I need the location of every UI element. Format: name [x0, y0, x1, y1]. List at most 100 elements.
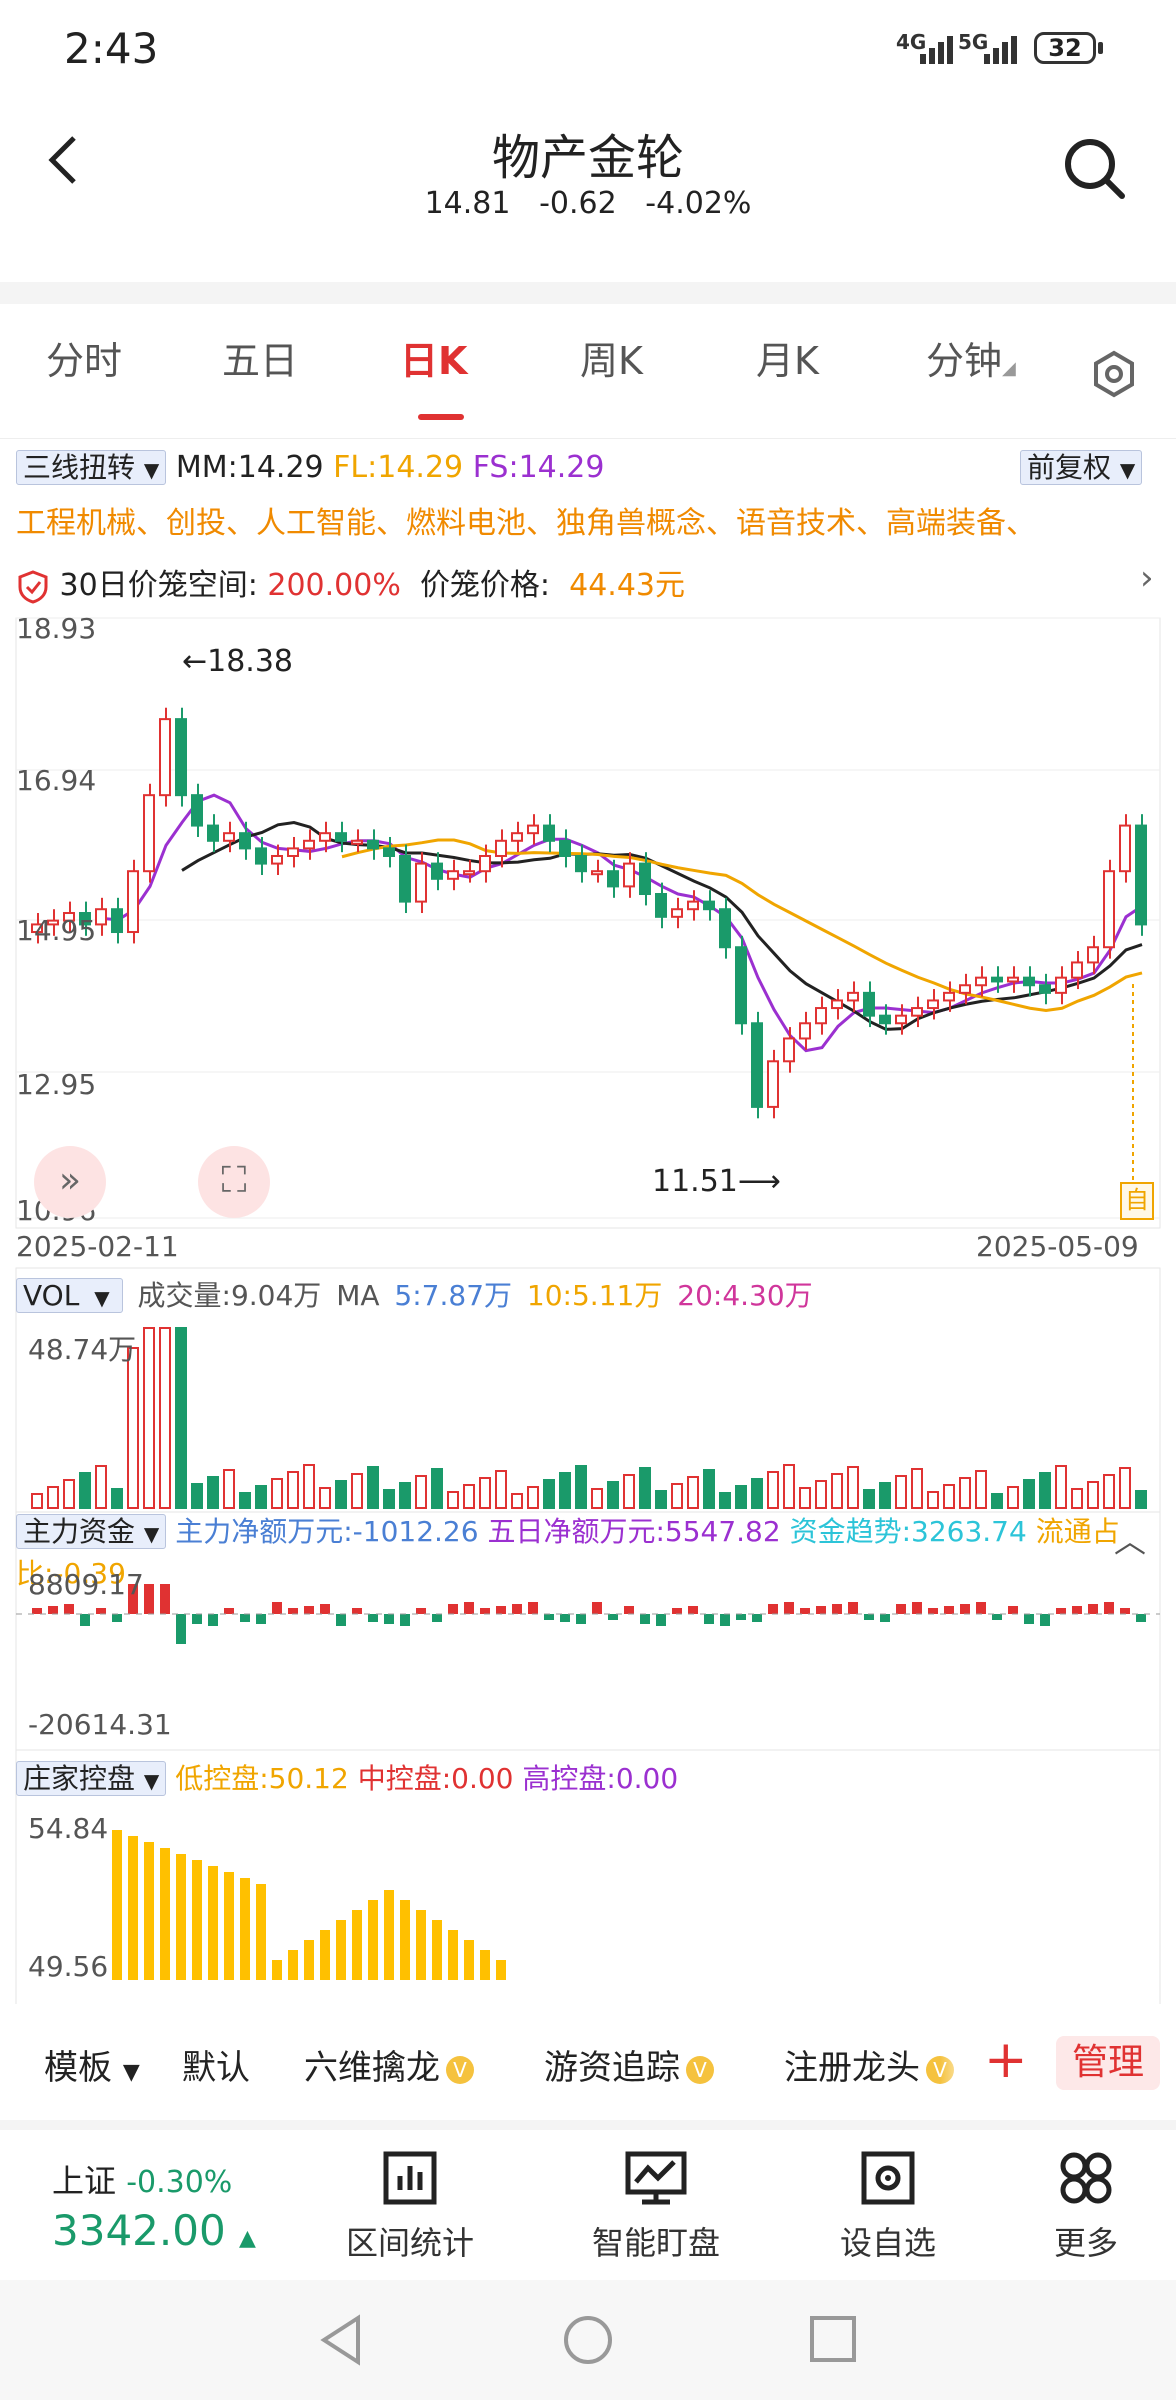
caret-down-icon: ▼: [94, 1286, 110, 1310]
gear-icon: [1094, 350, 1134, 398]
tab-monthly-k[interactable]: 月K: [756, 339, 819, 383]
volume-header: VOL ▼ 成交量:9.04万 MA 5:7.87万 10:5.11万 20:4…: [16, 1274, 819, 1314]
chevron-right-icon[interactable]: ›: [1140, 558, 1154, 598]
banker-bottom-label: 49.56: [28, 1950, 109, 1983]
expand-left-button[interactable]: »: [34, 1146, 106, 1218]
collapse-icon[interactable]: ︿: [1114, 1522, 1147, 1560]
index-value: 3342.00: [52, 2206, 226, 2255]
grid-more-icon: [1060, 2152, 1112, 2204]
nav-back-icon[interactable]: [316, 2314, 366, 2366]
add-watchlist-button[interactable]: 设自选: [798, 2148, 978, 2264]
index-name: 上证: [52, 2162, 117, 2200]
candles: [31, 707, 1147, 1119]
capital-header: 主力资金 ▼ 主力净额万元:-1012.26 五日净额万元:5547.82 资金…: [16, 1512, 1126, 1594]
network-5g-label: 5G: [958, 30, 989, 54]
tab-minute-label: 分钟: [926, 339, 1003, 383]
banker-bars: [112, 1830, 506, 1980]
capital-five-day: 五日净额万元:5547.82: [487, 1515, 781, 1548]
triangle-up-icon: ▲: [239, 2226, 256, 2251]
signal-icon: [984, 36, 1020, 64]
volume-ma5: 5:7.87万: [394, 1279, 513, 1312]
banker-selector[interactable]: 庄家控盘 ▼: [16, 1761, 167, 1796]
indicator-hot-money[interactable]: 游资追踪 V: [544, 2040, 714, 2089]
indicator-registered-leader[interactable]: 注册龙头V: [784, 2040, 954, 2089]
cage-price-value: 44.43元: [569, 568, 686, 603]
kline-y-3: 14.95: [16, 914, 97, 947]
vip-badge-icon: V: [446, 2055, 474, 2084]
indicator-hot-money-label: 游资追踪: [544, 2048, 680, 2088]
mm-value: MM:14.29: [175, 450, 324, 485]
battery-tip: [1098, 42, 1103, 54]
caret-down-icon: ▼: [122, 2060, 140, 2085]
capital-selector[interactable]: 主力资金 ▼: [16, 1514, 167, 1549]
divider: [0, 438, 1176, 439]
nav-recents-icon[interactable]: [808, 2314, 858, 2364]
caret-down-icon: ▼: [1119, 458, 1136, 482]
smart-watch-button[interactable]: 智能盯盘: [566, 2148, 746, 2264]
plus-icon: +: [984, 2030, 1028, 2090]
kline-frame: [15, 617, 1161, 1229]
stock-quote: 14.81 -0.62 -4.02%: [0, 186, 1176, 221]
fade-overlay: [940, 2024, 976, 2104]
target-icon: [861, 2151, 915, 2205]
shield-icon: [18, 569, 48, 604]
capital-trend: 资金趋势:3263.74: [789, 1515, 1027, 1548]
concept-tags[interactable]: 工程机械、创投、人工智能、燃料电池、独角兽概念、语音技术、高端装备、: [16, 506, 1036, 541]
default-template-button[interactable]: 默认: [182, 2048, 250, 2088]
add-indicator-button[interactable]: +: [984, 2030, 1028, 2090]
tab-daily-k[interactable]: 日K: [400, 339, 468, 383]
cage-label: 30日价笼空间:: [59, 568, 258, 603]
back-button[interactable]: [44, 130, 84, 205]
vip-badge-icon: V: [686, 2055, 714, 2084]
tab-weekly-k[interactable]: 周K: [580, 339, 643, 383]
bottom-nav: 上证 -0.30% 3342.00 ▲ 区间统计 智能盯盘 设自选 更多: [0, 2130, 1176, 2280]
adjust-selector[interactable]: 前复权 ▼: [1020, 446, 1143, 486]
active-tab-indicator: [418, 414, 464, 420]
search-button[interactable]: [1060, 134, 1130, 208]
tab-five-day[interactable]: 五日: [222, 339, 299, 383]
fl-value: FL:14.29: [333, 450, 464, 485]
fullscreen-icon: ⛶: [221, 1160, 247, 1201]
banker-header: 庄家控盘 ▼ 低控盘:50.12 中控盘:0.00 高控盘:0.00: [16, 1757, 678, 1797]
battery-icon: 32: [1034, 32, 1096, 64]
tab-minute[interactable]: 分钟◢: [926, 330, 1016, 385]
kline-y-2: 16.94: [16, 764, 97, 797]
network-4g-label: 4G: [896, 30, 927, 54]
indicator-selector[interactable]: 三线扭转 ▼: [16, 450, 167, 485]
manage-button[interactable]: 管理: [1056, 2036, 1160, 2090]
capital-ratio: 流通占比:-0.39: [16, 1515, 1120, 1590]
double-chevron-icon: »: [58, 1160, 82, 1201]
self-select-marker[interactable]: 自: [1120, 1182, 1154, 1220]
volume-selector[interactable]: VOL ▼: [16, 1278, 123, 1313]
banker-low: 低控盘:50.12: [175, 1762, 349, 1795]
fullscreen-button[interactable]: ⛶: [198, 1146, 270, 1218]
capital-bars: [16, 1584, 1160, 1644]
index-change: -0.30%: [126, 2165, 233, 2200]
indicator-six-dimension[interactable]: 六维擒龙 V: [304, 2040, 474, 2089]
status-bar: 2:43 4G 5G 32: [0, 0, 1176, 96]
status-time: 2:43: [64, 24, 159, 73]
tab-intraday[interactable]: 分时: [46, 339, 123, 383]
capital-net: 主力净额万元:-1012.26: [175, 1515, 479, 1548]
template-button[interactable]: 模板 ▼: [44, 2040, 140, 2089]
indicator-six-dimension-label: 六维擒龙: [304, 2048, 440, 2088]
chart-settings-button[interactable]: [1090, 350, 1138, 402]
nav-home-icon[interactable]: [562, 2314, 614, 2366]
price-cage-row[interactable]: 30日价笼空间: 200.00% 价笼价格: 44.43元: [16, 560, 685, 604]
range-stats-button[interactable]: 区间统计: [320, 2148, 500, 2264]
more-button[interactable]: 更多: [996, 2148, 1176, 2264]
stock-chart[interactable]: [0, 604, 1176, 2004]
banker-selector-label: 庄家控盘: [23, 1762, 136, 1795]
volume-top-label: 48.74万: [28, 1333, 137, 1366]
triangle-icon: ◢: [1002, 358, 1016, 379]
index-widget[interactable]: 上证 -0.30% 3342.00 ▲: [52, 2156, 256, 2255]
capital-bottom-label: -20614.31: [28, 1708, 172, 1741]
stock-change: -0.62: [539, 186, 617, 221]
monitor-chart-icon: [625, 2151, 687, 2205]
stock-change-pct: -4.02%: [645, 186, 752, 221]
volume-ma20: 20:4.30万: [677, 1279, 813, 1312]
volume-selector-label: VOL: [23, 1279, 80, 1312]
add-watchlist-label: 设自选: [839, 2224, 936, 2262]
period-tabs: 分时 五日 日K 周K 月K 分钟◢: [0, 330, 1176, 420]
